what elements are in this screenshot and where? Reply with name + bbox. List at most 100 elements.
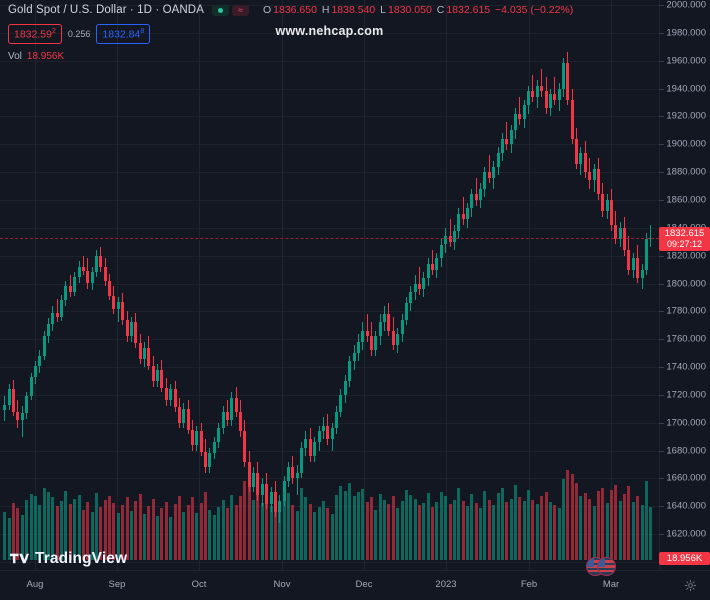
- candle-body: [414, 283, 417, 292]
- volume-bar: [387, 504, 390, 560]
- candlestick: [497, 0, 500, 570]
- candle-wick: [83, 255, 84, 276]
- candle-body: [51, 312, 54, 324]
- volume-bar: [588, 498, 591, 560]
- volume-bar: [174, 504, 177, 560]
- candle-body: [597, 169, 600, 195]
- candle-body: [200, 431, 203, 452]
- candle-body: [95, 255, 98, 273]
- volume-bar: [409, 495, 412, 560]
- candle-body: [322, 425, 325, 432]
- grid-line-vertical: [529, 0, 530, 570]
- volume-bar: [422, 502, 425, 560]
- candle-body: [501, 138, 504, 153]
- candle-body: [38, 355, 41, 366]
- candle-wick: [367, 314, 368, 342]
- volume-bar: [204, 491, 207, 560]
- volume-bar: [335, 495, 338, 560]
- candlestick: [571, 0, 574, 570]
- price-axis-tick-mark: [659, 534, 664, 536]
- candlestick: [326, 0, 329, 570]
- candle-body: [195, 431, 198, 446]
- candle-body: [160, 369, 163, 388]
- candle-body: [357, 341, 360, 354]
- candle-body: [475, 194, 478, 200]
- candlestick: [34, 0, 37, 570]
- candlestick: [156, 0, 159, 570]
- price-axis-tick: 1680.000: [666, 445, 706, 457]
- volume-bar: [121, 505, 124, 560]
- candlestick: [483, 0, 486, 570]
- gear-icon[interactable]: [684, 579, 697, 592]
- price-axis-tick-mark: [659, 144, 664, 146]
- candle-body: [156, 369, 159, 381]
- price-axis[interactable]: 1832.615 09:27:12 18.956K 2000.000 1980.0…: [659, 0, 710, 570]
- candlestick: [191, 0, 194, 570]
- candlestick: [505, 0, 508, 570]
- candle-body: [300, 447, 303, 473]
- candlestick: [549, 0, 552, 570]
- volume-bar: [475, 502, 478, 560]
- volume-bar: [265, 489, 268, 560]
- price-axis-tick: 1720.000: [666, 389, 706, 401]
- candlestick: [235, 0, 238, 570]
- volume-bar: [453, 499, 456, 560]
- grid-line-horizontal: [0, 255, 659, 257]
- volume-bar: [366, 501, 369, 560]
- candlestick: [575, 0, 578, 570]
- volume-bar: [156, 516, 159, 560]
- candle-body: [60, 300, 63, 317]
- candlestick: [514, 0, 517, 570]
- candle-body: [213, 442, 216, 454]
- current-price-value: 1832.615: [664, 228, 705, 240]
- candlestick: [641, 0, 644, 570]
- candle-body: [82, 266, 85, 271]
- price-axis-tick-mark: [659, 199, 664, 201]
- candle-body: [514, 113, 517, 131]
- candlestick: [335, 0, 338, 570]
- candle-body: [488, 172, 491, 178]
- volume-bar: [383, 499, 386, 560]
- price-axis-tick: 1960.000: [666, 55, 706, 67]
- volume-bar: [536, 504, 539, 560]
- time-axis-tick: Sep: [108, 579, 126, 590]
- time-axis-tick: Nov: [273, 579, 291, 590]
- candlestick: [353, 0, 356, 570]
- candle-body: [283, 481, 286, 501]
- price-axis-tick: 1900.000: [666, 138, 706, 150]
- grid-line-horizontal: [0, 144, 659, 146]
- candle-body: [619, 227, 622, 239]
- grid-line-vertical: [282, 0, 283, 570]
- candle-body: [30, 376, 33, 397]
- grid-line-horizontal: [0, 227, 659, 229]
- candle-body: [645, 238, 648, 270]
- current-price-label: 1832.615 09:27:12: [659, 227, 710, 252]
- candle-body: [392, 330, 395, 345]
- candlestick: [632, 0, 635, 570]
- volume-bar: [43, 487, 46, 560]
- volume-bar: [69, 504, 72, 560]
- candlestick: [427, 0, 430, 570]
- candlestick: [213, 0, 216, 570]
- volume-bar: [562, 478, 565, 560]
- candle-wick: [463, 197, 464, 225]
- candlestick: [12, 0, 15, 570]
- candlestick: [627, 0, 630, 570]
- candlestick: [636, 0, 639, 570]
- candlestick: [134, 0, 137, 570]
- candlestick: [357, 0, 360, 570]
- volume-bar: [99, 507, 102, 560]
- candle-body: [169, 389, 172, 401]
- candle-body: [112, 296, 115, 309]
- candle-body: [453, 230, 456, 242]
- volume-bar: [130, 510, 133, 560]
- volume-bar: [549, 501, 552, 560]
- volume-bar: [414, 498, 417, 560]
- candlestick: [21, 0, 24, 570]
- grid-line-horizontal: [0, 283, 659, 285]
- grid-line-horizontal: [0, 450, 659, 452]
- price-axis-tick-mark: [659, 422, 664, 424]
- candlestick: [374, 0, 377, 570]
- us-flag-icon-2[interactable]: [597, 557, 616, 576]
- volume-bar: [627, 486, 630, 560]
